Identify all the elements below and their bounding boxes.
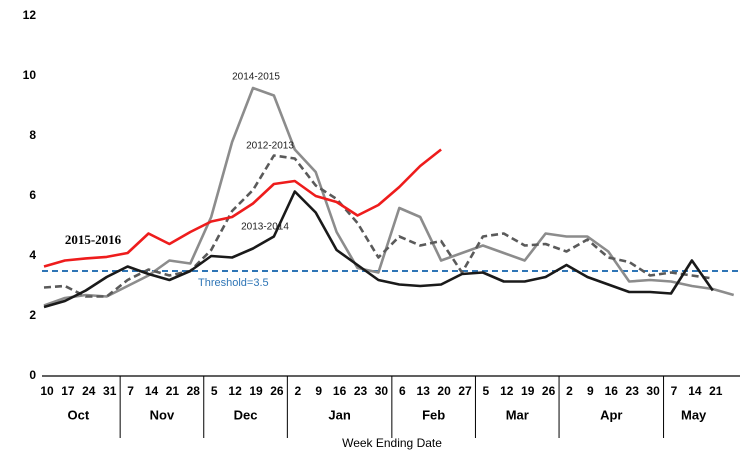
x-tick-label: 30 [375,384,389,398]
month-label: Apr [600,407,622,422]
x-tick-label: 16 [333,384,347,398]
x-tick-label: 2 [566,384,573,398]
x-tick-label: 16 [605,384,619,398]
y-tick-label: 12 [23,8,37,22]
x-tick-label: 27 [458,384,472,398]
month-label: Jan [328,407,350,422]
x-tick-label: 12 [228,384,242,398]
x-tick-label: 9 [315,384,322,398]
month-label: Dec [234,407,258,422]
x-tick-label: 24 [82,384,96,398]
series-annotation: 2015-2016 [65,232,122,247]
x-tick-label: 10 [40,384,54,398]
series-line [43,154,713,298]
x-tick-label: 28 [187,384,201,398]
x-tick-label: 26 [270,384,284,398]
month-label: Oct [68,407,90,422]
month-label: Nov [150,407,175,422]
x-tick-label: 5 [211,384,218,398]
y-tick-label: 4 [29,248,36,262]
x-tick-label: 2 [294,384,301,398]
x-tick-label: 17 [61,384,75,398]
month-label: Mar [506,407,529,422]
x-tick-label: 19 [521,384,535,398]
x-tick-label: 5 [483,384,490,398]
x-tick-label: 14 [688,384,702,398]
y-tick-label: 8 [29,128,36,142]
x-tick-label: 31 [103,384,117,398]
series-line [43,148,442,268]
y-tick-label: 2 [29,308,36,322]
x-tick-label: 23 [626,384,640,398]
x-tick-label: 7 [127,384,134,398]
month-label: Feb [422,407,445,422]
x-tick-label: 21 [709,384,723,398]
x-tick-label: 13 [417,384,431,398]
x-tick-label: 30 [646,384,660,398]
threshold-label: Threshold=3.5 [198,277,269,289]
series-line [43,190,714,309]
series-line [43,86,735,307]
x-axis-title: Week Ending Date [342,436,442,450]
series-annotation: 2013-2014 [241,222,289,233]
x-tick-label: 6 [399,384,406,398]
x-tick-label: 14 [145,384,159,398]
y-tick-label: 10 [23,68,37,82]
x-tick-label: 19 [249,384,263,398]
series-annotation: 2014-2015 [232,72,280,83]
series-annotation: 2012-2013 [246,141,294,152]
x-tick-label: 26 [542,384,556,398]
x-tick-label: 23 [354,384,368,398]
month-label: May [681,407,707,422]
x-tick-label: 7 [671,384,678,398]
x-tick-label: 20 [437,384,451,398]
x-tick-label: 21 [166,384,180,398]
y-tick-label: 6 [29,188,36,202]
x-tick-label: 9 [587,384,594,398]
y-tick-label: 0 [29,368,36,382]
x-tick-label: 12 [500,384,514,398]
